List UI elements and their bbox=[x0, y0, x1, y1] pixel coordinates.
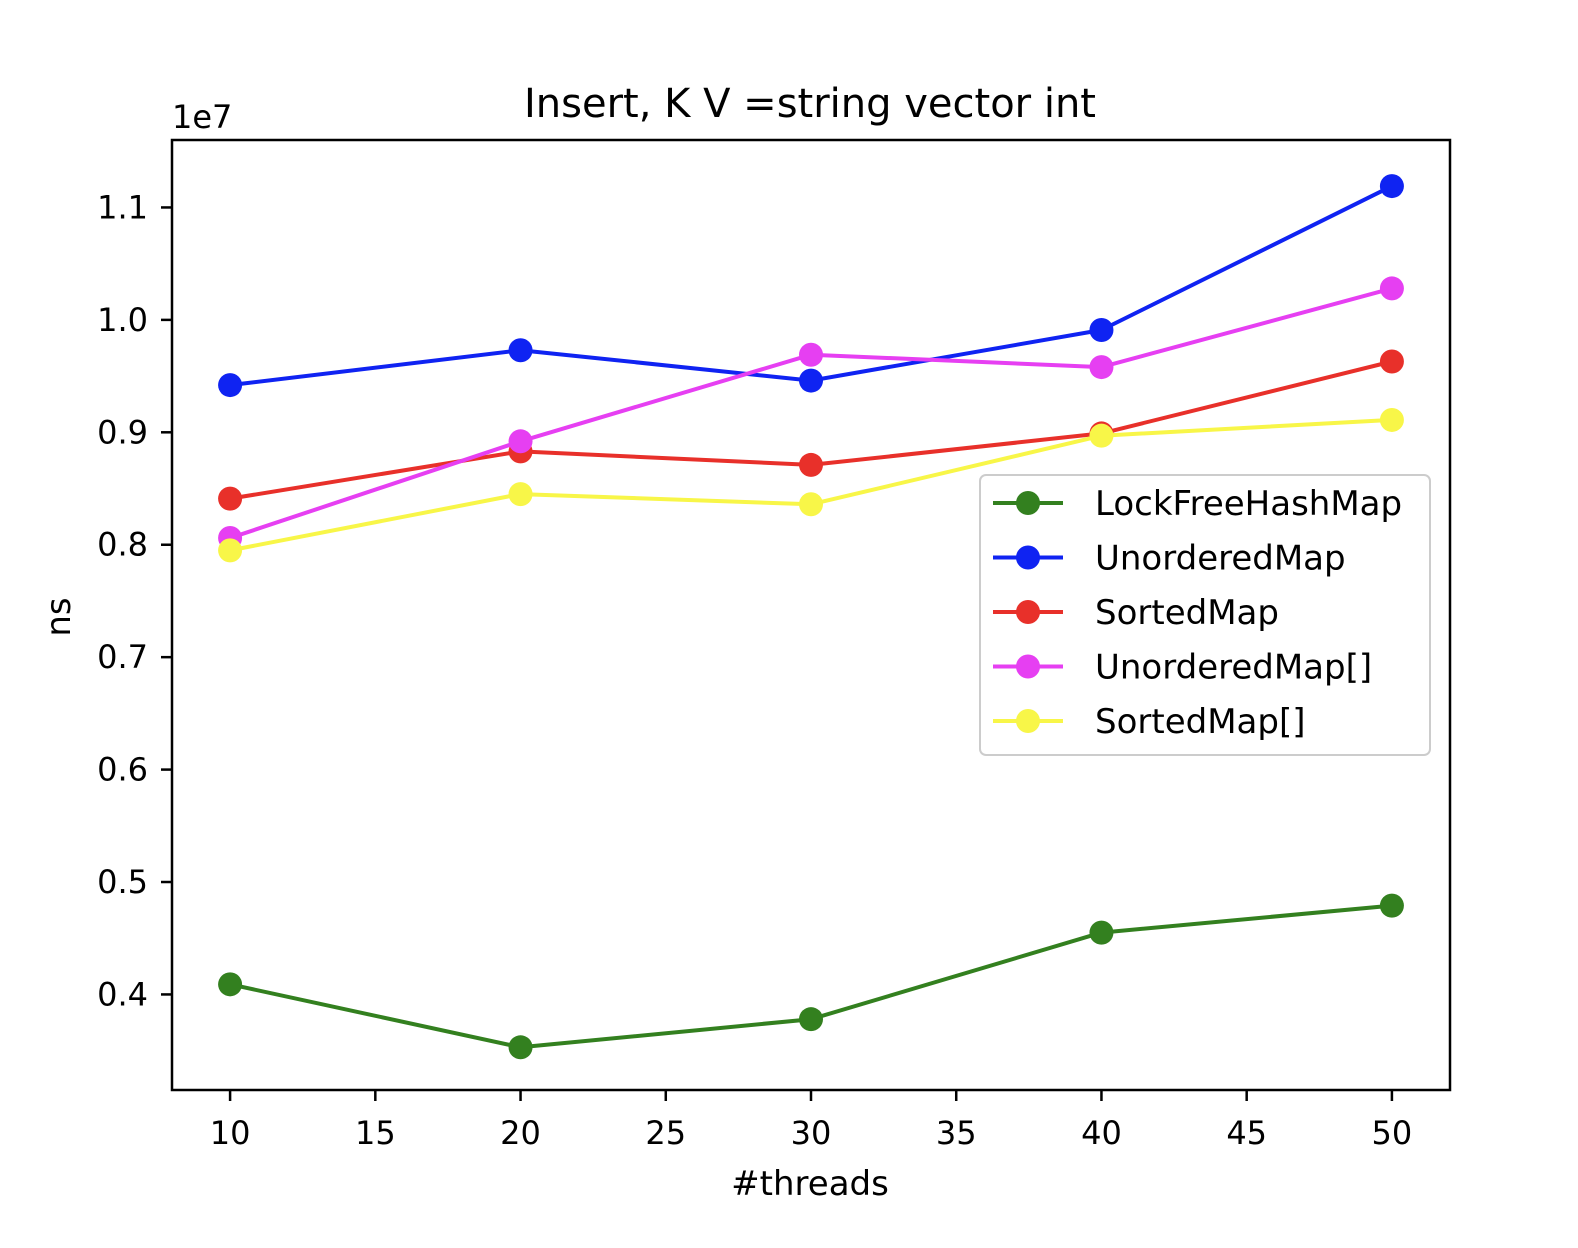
legend-label-sortedmap: SortedMap bbox=[1095, 593, 1279, 633]
x-tick-label: 45 bbox=[1226, 1114, 1267, 1152]
data-point-unorderedmap-array bbox=[1089, 355, 1114, 380]
y-tick-label: 1.0 bbox=[97, 301, 148, 339]
y-tick-label: 1.1 bbox=[97, 188, 148, 226]
data-point-sortedmap bbox=[218, 486, 243, 511]
legend-label-unorderedmap-array: UnorderedMap[] bbox=[1095, 648, 1372, 688]
data-point-lockfreehashmap bbox=[1379, 893, 1404, 918]
y-axis-label: ns bbox=[39, 597, 79, 636]
legend: LockFreeHashMap UnorderedMap SortedMap Unor… bbox=[979, 474, 1431, 756]
x-tick-label: 10 bbox=[210, 1114, 251, 1152]
data-point-lockfreehashmap bbox=[218, 972, 243, 997]
data-point-sortedmap-array bbox=[508, 482, 533, 507]
y-tick-label: 0.5 bbox=[97, 863, 148, 901]
data-point-sortedmap-array bbox=[218, 538, 243, 563]
y-tick-label: 0.6 bbox=[97, 751, 148, 789]
data-point-unorderedmap-array bbox=[799, 342, 823, 367]
data-point-unorderedmap bbox=[508, 338, 533, 363]
chart-title: Insert, K V =string vector int bbox=[524, 81, 1096, 127]
x-tick-label: 50 bbox=[1372, 1114, 1413, 1152]
x-tick-label: 15 bbox=[355, 1114, 396, 1152]
y-tick-label: 0.8 bbox=[97, 526, 148, 564]
x-tick-label: 40 bbox=[1081, 1114, 1122, 1152]
axes-layer: 10 15 20 25 30 35 40 45 50 0.4 0.5 0.6 0.7 0.8 0.9 1.0 1… bbox=[97, 138, 1452, 1152]
y-tick-label: 0.4 bbox=[97, 975, 148, 1013]
legend-marker-sortedmap-array bbox=[1016, 709, 1040, 733]
legend-marker-sortedmap bbox=[1016, 600, 1040, 624]
data-point-sortedmap bbox=[1379, 349, 1404, 374]
data-point-lockfreehashmap bbox=[1089, 920, 1114, 945]
x-tick-label: 35 bbox=[936, 1114, 977, 1152]
x-axis-label: #threads bbox=[731, 1164, 889, 1204]
legend-label-lockfreehashmap: LockFreeHashMap bbox=[1095, 484, 1402, 524]
data-point-unorderedmap bbox=[799, 368, 823, 393]
legend-box bbox=[979, 474, 1431, 756]
data-point-unorderedmap bbox=[218, 373, 243, 398]
x-tick-label: 25 bbox=[645, 1114, 686, 1152]
data-point-lockfreehashmap bbox=[799, 1007, 823, 1032]
legend-marker-unorderedmap-array bbox=[1016, 654, 1040, 679]
data-point-sortedmap-array bbox=[799, 492, 823, 517]
y-axis-offset-label: 1e7 bbox=[172, 98, 232, 136]
series-layer bbox=[218, 174, 1404, 1060]
legend-label-sortedmap-array: SortedMap[] bbox=[1095, 702, 1305, 742]
y-tick-label: 0.9 bbox=[97, 413, 148, 451]
y-tick-label: 0.7 bbox=[97, 638, 148, 676]
x-tick-label: 30 bbox=[791, 1114, 832, 1152]
legend-marker-unorderedmap bbox=[1016, 545, 1040, 570]
legend-label-unorderedmap: UnorderedMap bbox=[1095, 539, 1346, 579]
x-tick-label: 20 bbox=[500, 1114, 541, 1152]
data-point-lockfreehashmap bbox=[508, 1035, 533, 1060]
legend-marker-lockfreehashmap bbox=[1016, 491, 1040, 515]
data-point-sortedmap-array bbox=[1379, 407, 1404, 432]
data-point-sortedmap bbox=[799, 452, 823, 477]
data-point-unorderedmap-array bbox=[508, 429, 533, 454]
data-point-unorderedmap bbox=[1089, 318, 1114, 342]
data-point-sortedmap-array bbox=[1089, 423, 1114, 448]
data-point-unorderedmap bbox=[1379, 174, 1404, 199]
data-point-unorderedmap-array bbox=[1379, 276, 1404, 301]
